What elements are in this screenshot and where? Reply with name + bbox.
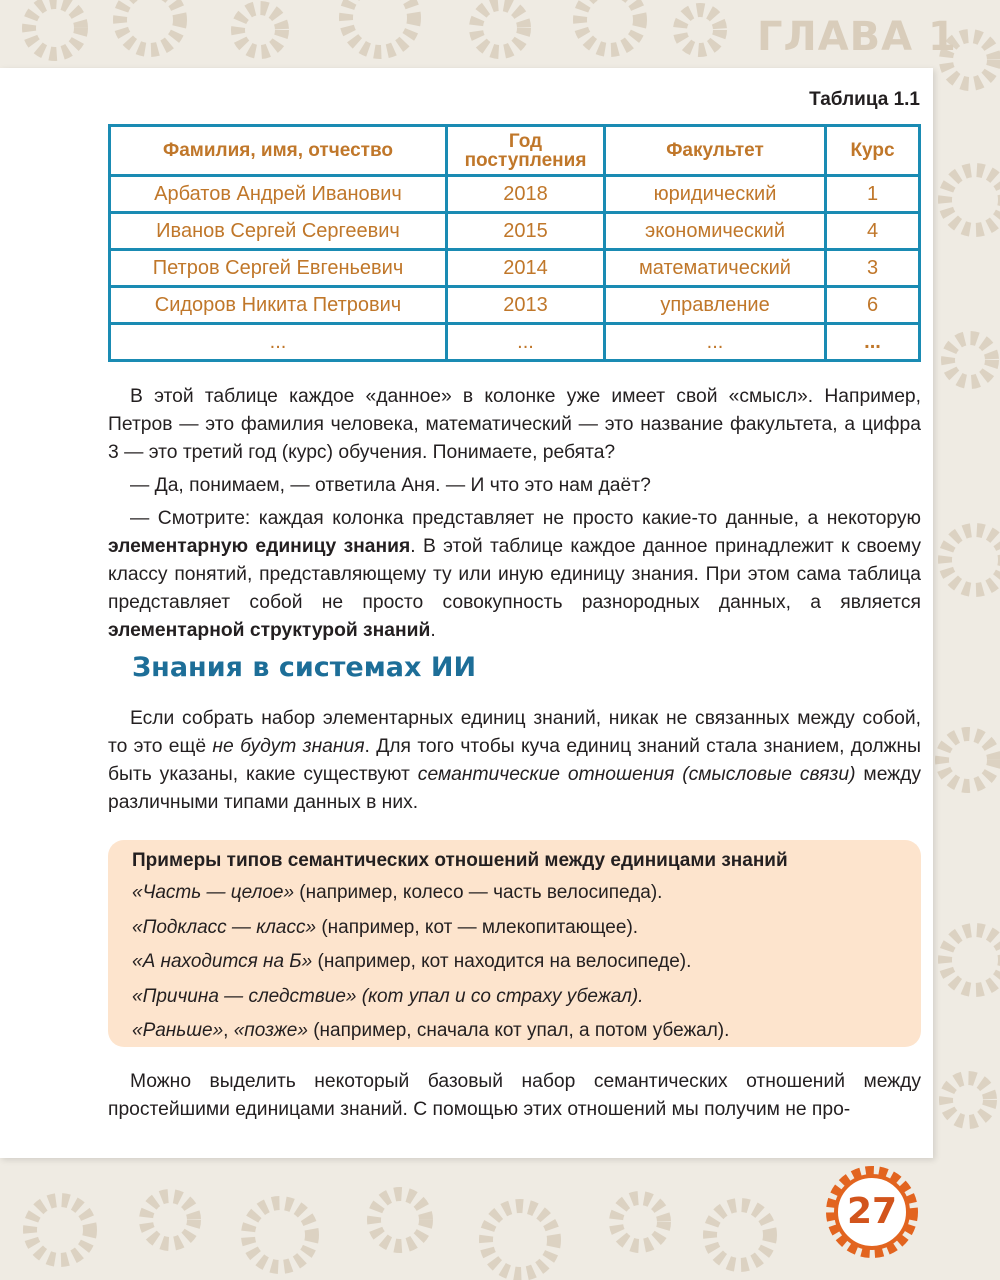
cell: Сидоров Никита Петрович [108, 285, 448, 325]
box-title: Примеры типов семантических отношений ме… [132, 850, 788, 871]
header-name: Фамилия, имя, отчество [108, 124, 448, 177]
relation-name: «А находится на Б» [132, 951, 313, 972]
cell: ... [824, 322, 921, 362]
paragraph: — Да, понимаем, — ответила Аня. — И что … [130, 475, 651, 496]
example-item: «Причина — следствие» (кот упал и со стр… [132, 980, 897, 1015]
table-row: Сидоров Никита Петрович 2013 управление 6 [108, 285, 921, 325]
example-item: «Подкласс — класс» (например, кот — млек… [132, 911, 897, 946]
cell: 2013 [445, 285, 606, 325]
relation-name: «Причина — следствие» (кот упал и со стр… [132, 985, 644, 1007]
cell: управление [603, 285, 827, 325]
example-item: «А находится на Б» (например, кот находи… [132, 945, 897, 980]
cell: экономический [603, 211, 827, 251]
italic-term: не будут знания [212, 736, 365, 757]
example-item: «Часть — целое» (например, колесо — част… [132, 876, 897, 911]
text: Если собрать набор элементарных единиц з… [108, 708, 921, 757]
paragraph: — Смотрите: каждая колонка представляет … [108, 505, 921, 645]
cell: ... [603, 322, 827, 362]
relation-name: «позже» [233, 1020, 308, 1041]
relation-name: «Часть — целое» [132, 882, 295, 903]
table-row: Петров Сергей Евгеньевич 2014 математическ… [108, 248, 921, 288]
paragraph: Если собрать набор элементарных единиц з… [108, 705, 921, 817]
example-item: «Раньше», «позже» (например, сначала кот… [132, 1014, 897, 1049]
page-number-badge: 27 [824, 1164, 920, 1260]
gear-icon [826, 1166, 918, 1258]
table-row: ............ [108, 322, 921, 362]
cell: 4 [824, 211, 921, 251]
cell: юридический [603, 174, 827, 214]
relation-name: «Раньше» [132, 1020, 224, 1041]
section-title: Знания в системах ИИ [132, 652, 477, 683]
text: между различными типами данных в них. [108, 764, 921, 813]
cell: математический [603, 248, 827, 288]
header-faculty: Факультет [603, 124, 827, 177]
header-course: Курс [824, 124, 921, 177]
text: . [430, 620, 436, 641]
table-row: Иванов Сергей Сергеевич 2015 экономический… [108, 211, 921, 251]
cell: 1 [824, 174, 921, 214]
paragraph: Можно выделить некоторый базовый набор с… [108, 1071, 921, 1120]
cell: 6 [824, 285, 921, 325]
cell: 2015 [445, 211, 606, 251]
cell: 2018 [445, 174, 606, 214]
cell: Петров Сергей Евгеньевич [108, 248, 448, 288]
text: — Смотрите: каждая колонка представляет … [130, 508, 921, 529]
table-caption: Таблица 1.1 [809, 89, 920, 110]
relation-name: «Подкласс — класс» [132, 916, 317, 938]
examples-box: Примеры типов семантических отношений ме… [108, 840, 921, 1047]
cell: ... [108, 322, 448, 362]
text: . В этой таблице каждое данное принадлеж… [108, 536, 921, 613]
bold-term: элементарной структурой знаний [108, 620, 431, 641]
cell: ... [445, 322, 606, 362]
cell: 3 [824, 248, 921, 288]
students-table: Фамилия, имя, отчество Год поступления Ф… [108, 124, 921, 362]
bold-term: элементарную единицу знания [108, 536, 411, 557]
cell: Иванов Сергей Сергеевич [108, 211, 448, 251]
example-text: (например, кот находится на велосипеде). [312, 951, 692, 972]
example-text: , [223, 1020, 234, 1041]
example-text: (например, колесо — часть велосипеда). [294, 882, 663, 903]
cell: 2014 [445, 248, 606, 288]
table-row: Арбатов Андрей Иванович 2018 юридический 1 [108, 174, 921, 214]
table-header-row: Фамилия, имя, отчество Год поступления Ф… [108, 124, 921, 177]
text: . Для того чтобы куча единиц знаний стал… [108, 736, 921, 785]
chapter-label: ГЛАВА 1 [757, 14, 957, 60]
example-text: (например, кот — млекопитающее). [316, 916, 639, 938]
cell: Арбатов Андрей Иванович [108, 174, 448, 214]
italic-term: семантические отношения (смысловые связи… [417, 764, 856, 785]
page-number: 27 [846, 1191, 898, 1232]
header-year: Год поступления [445, 124, 606, 177]
example-text: (например, сначала кот упал, а потом убе… [307, 1020, 730, 1041]
paragraph: В этой таблице каждое «данное» в колонке… [108, 386, 921, 463]
